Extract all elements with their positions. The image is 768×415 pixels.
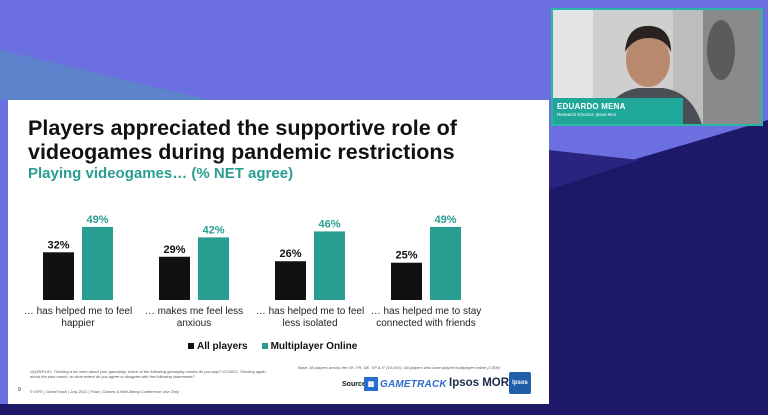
bar-all-players-1 [43,252,74,300]
category-label-2-line-2: anxious [177,318,211,329]
legend-label-all-players: All players [197,341,248,352]
legend-item-multiplayer: Multiplayer Online [261,341,358,352]
category-label-3-line-1: … has helped me to feel [256,306,364,317]
ipsos-logo-icon: Ipsos [509,372,531,394]
legend-swatch-all-players [188,343,194,350]
data-label-multiplayer-2: 42% [202,224,224,236]
footnote-question: GQ48/PLAY. Thinking a bit more about you… [30,369,266,379]
page-number: 9 [18,387,21,393]
presenter-webcam: EDUARDO MENA Research Director, Ipsos Mo… [551,8,763,126]
bar-chart: 32%49%… has helped me to feelhappier29%4… [24,214,482,329]
slide-subtitle: Playing videogames… (% NET agree) [28,165,294,182]
bar-all-players-3 [275,261,306,300]
gametrack-text: GAMETRACK [380,378,447,390]
data-label-multiplayer-1: 49% [86,214,108,226]
category-label-1-line-2: happier [61,318,95,329]
data-label-multiplayer-4: 49% [434,214,456,226]
bar-all-players-2 [159,256,190,300]
source-label: Source: [342,381,369,388]
presenter-role: Research Director, Ipsos Mori [557,112,617,117]
bar-multiplayer-2 [198,237,229,300]
bar-multiplayer-1 [82,226,113,300]
category-label-1-line-1: … has helped me to feel [24,306,132,317]
data-label-all-players-4: 25% [395,250,417,262]
legend-label-multiplayer: Multiplayer Online [270,341,358,352]
legend-swatch-multiplayer [261,343,268,350]
bar-all-players-4 [391,262,422,300]
slide-footer: © ISFE | GameTrack | July 2021 | Final |… [30,389,179,394]
data-label-all-players-2: 29% [163,244,185,256]
gametrack-logo: ▦ GAMETRACK [364,376,447,392]
data-label-multiplayer-3: 46% [318,218,340,230]
presentation-slide: Players appreciated the supportive role … [8,100,549,404]
chart-legend: All players Multiplayer Online [188,341,357,352]
bar-multiplayer-3 [314,231,345,300]
category-label-4-line-2: connected with friends [376,318,476,329]
category-label-3-line-2: less isolated [282,318,337,329]
category-label-4-line-1: … has helped me to stay [371,306,482,317]
data-label-all-players-1: 32% [47,239,69,251]
legend-item-all-players: All players [188,341,248,352]
presenter-nameplate: EDUARDO MENA Research Director, Ipsos Mo… [553,98,683,124]
category-label-2-line-1: … makes me feel less [145,306,243,317]
slide-title: Players appreciated the supportive role … [28,116,457,164]
bar-multiplayer-4 [430,226,461,300]
data-label-all-players-3: 26% [279,248,301,260]
ipsos-mori-logo: Ipsos MORI [449,377,513,389]
footnote-base: Base: All players across the UK, FR, DE,… [298,365,500,370]
presenter-name: EDUARDO MENA [557,102,626,111]
gametrack-icon: ▦ [364,377,378,391]
